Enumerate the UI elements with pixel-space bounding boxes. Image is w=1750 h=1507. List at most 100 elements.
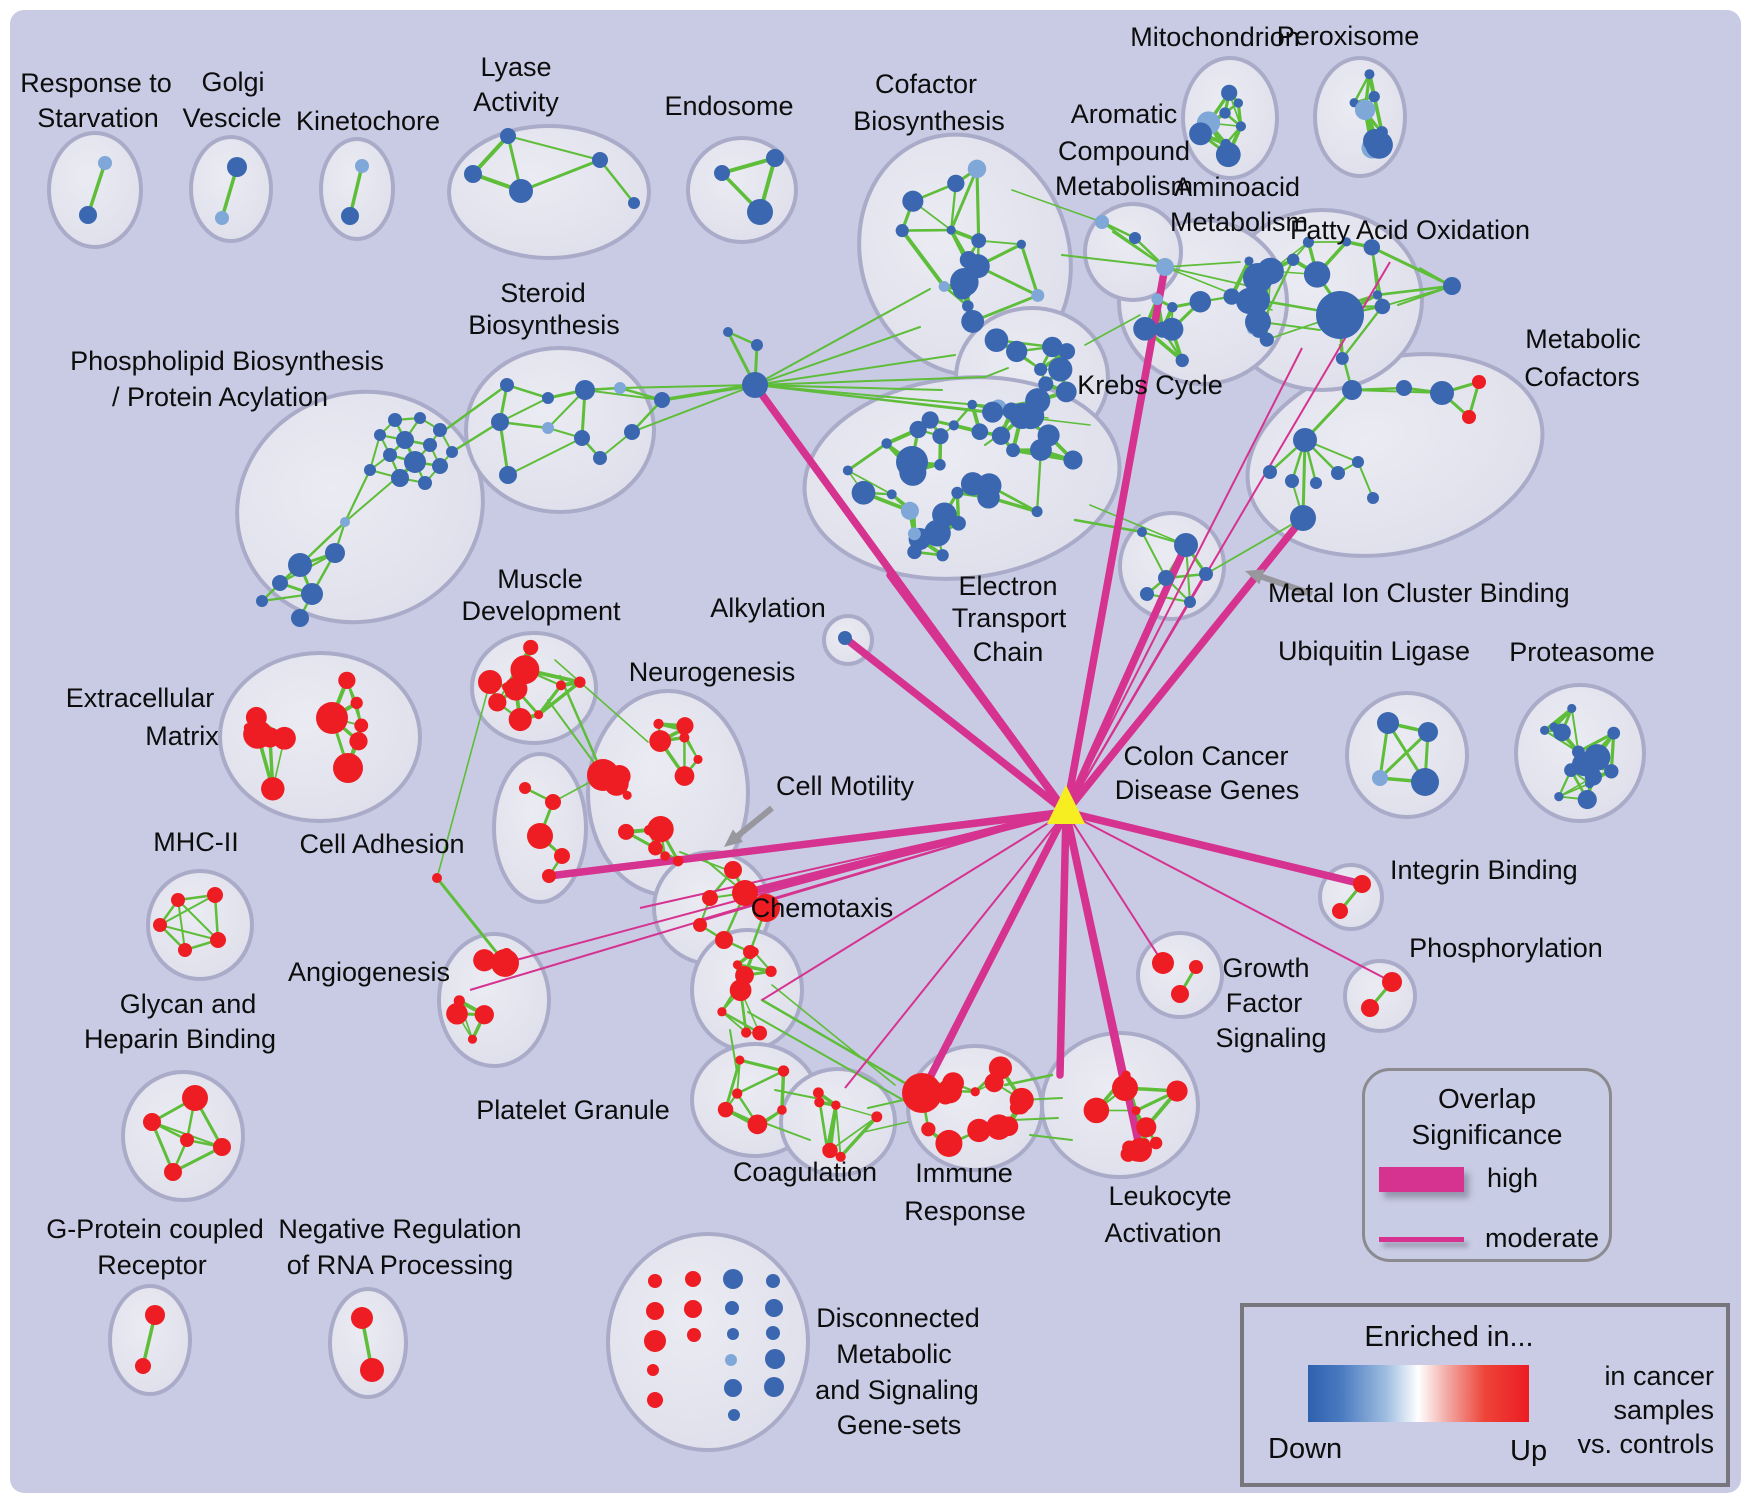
gene-set-node (984, 328, 1009, 352)
gene-set-node (752, 894, 780, 922)
overlap-edge-moderate (1065, 573, 1206, 813)
gene-set-node (1263, 465, 1277, 479)
gene-set-node (842, 465, 853, 476)
gene-set-node (1095, 215, 1109, 229)
enrichment-down-label: Down (1268, 1433, 1343, 1465)
enrichment-edge (536, 683, 563, 717)
gene-set-node (729, 979, 752, 1002)
gene-set-node (1199, 567, 1213, 581)
enrichment-edge (975, 167, 981, 243)
enrichment-edge (519, 158, 602, 193)
gene-set-node (464, 165, 482, 183)
cluster-label: Biosynthesis (468, 310, 620, 340)
enrichment-edge (1301, 438, 1307, 520)
gene-set-node (723, 1269, 743, 1289)
gene-set-node (1166, 1080, 1188, 1102)
gene-set-node (1332, 903, 1348, 919)
gene-set-node (256, 595, 268, 607)
gene-set-node (145, 1305, 165, 1325)
gene-set-node (1175, 353, 1189, 368)
enrichment-edge (738, 1058, 786, 1073)
cluster-label: Krebs Cycle (1077, 370, 1223, 400)
overlap-edge-high (1056, 808, 1070, 1079)
cluster-label: Factor (1226, 988, 1303, 1018)
inter-cluster-edge (754, 288, 931, 386)
gene-set-node (982, 401, 1004, 423)
cluster-ellipse-muscle_development (470, 631, 598, 745)
cluster-label: Vescicle (182, 103, 281, 133)
gene-set-node (938, 280, 950, 292)
gene-set-node (962, 300, 974, 312)
gene-set-node (851, 480, 876, 505)
high-significance-swatch (1379, 1167, 1464, 1192)
gene-set-node (291, 609, 309, 627)
cluster-label: Immune (915, 1158, 1013, 1188)
enrichment-note: in cancer samples vs. controls (1577, 1359, 1714, 1461)
cluster-label: Electron (958, 571, 1057, 601)
enrichment-edge (86, 161, 107, 217)
inter-cluster-edge (1029, 1134, 1073, 1141)
cluster-label: Biosynthesis (853, 106, 1005, 136)
inter-cluster-edge (436, 681, 491, 879)
gene-set-node (374, 429, 386, 441)
gene-set-node (288, 553, 312, 577)
gene-set-node (648, 840, 663, 856)
gene-set-node (509, 179, 533, 203)
overlap-edge-high (886, 571, 1070, 816)
gene-set-node (1310, 477, 1322, 489)
enrichment-edge (1376, 284, 1454, 297)
enrichment-edge (507, 437, 583, 476)
gene-set-node (643, 824, 655, 836)
gene-set-node (1083, 1097, 1110, 1124)
gene-set-node (554, 848, 570, 864)
gene-set-node (351, 1307, 373, 1329)
gene-set-node (500, 378, 514, 392)
high-significance-label: high (1487, 1163, 1539, 1193)
enrichment-edge (1341, 305, 1384, 360)
enrichment-edge (724, 1058, 742, 1112)
cluster-label: G-Protein coupled (46, 1214, 264, 1244)
gene-set-node (967, 159, 987, 179)
gene-set-node (180, 1133, 194, 1147)
overlap-edge-moderate (1065, 347, 1303, 813)
enrichment-edge (177, 899, 219, 941)
gene-set-node (1221, 84, 1238, 101)
cluster-label: Integrin Binding (1390, 855, 1578, 885)
gene-set-node (243, 723, 254, 733)
gene-set-node (766, 149, 784, 167)
gene-set-node (1342, 380, 1362, 400)
gene-set-node (474, 1005, 494, 1025)
cluster-label: Steroid (500, 278, 586, 308)
gene-set-node (1335, 351, 1349, 365)
cluster-label: of RNA Processing (287, 1250, 514, 1280)
gene-set-node (325, 543, 345, 563)
gene-set-node (749, 946, 759, 957)
colon-cancer-disease-genes-node (1047, 785, 1085, 824)
gene-set-node (1038, 376, 1054, 392)
cluster-label: Starvation (37, 103, 159, 133)
gene-set-node (1382, 972, 1402, 992)
gene-set-node (687, 1328, 701, 1342)
enrichment-edge (825, 1103, 838, 1151)
gene-set-node (951, 486, 964, 499)
gene-set-node (653, 718, 664, 730)
gene-set-node (717, 1007, 727, 1017)
gene-set-node (647, 1392, 663, 1408)
gene-set-node (742, 372, 768, 398)
cluster-label: / Protein Acylation (112, 382, 328, 412)
gene-set-node (921, 411, 939, 429)
gene-set-node (725, 1354, 737, 1366)
gene-set-node (341, 207, 359, 225)
enrichment-note-line1: in cancer (1604, 1361, 1714, 1391)
layer-labels: Response to Starvation Golgi Vescicle Kineto… (20, 21, 1655, 1440)
enrichment-edge (1576, 731, 1616, 754)
enrichment-edge (505, 383, 550, 400)
cluster-label: Chemotaxis (751, 893, 894, 923)
gene-set-node (519, 782, 531, 794)
pointer-arrowhead-icon (1245, 569, 1265, 585)
gene-set-node (143, 1113, 161, 1131)
gene-set-node (360, 1358, 384, 1382)
gene-set-node (213, 1138, 231, 1156)
overlap-edge-high (841, 634, 1070, 816)
gene-set-node (446, 1002, 468, 1025)
